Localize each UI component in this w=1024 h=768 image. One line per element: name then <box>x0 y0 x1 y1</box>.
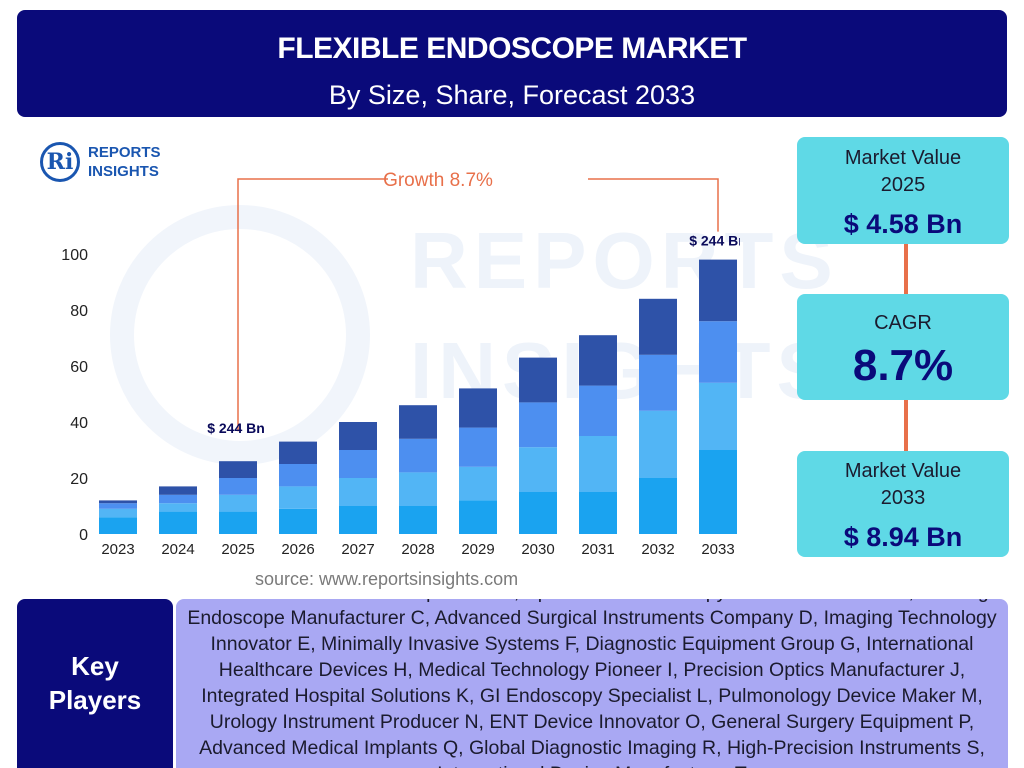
header-banner: FLEXIBLE ENDOSCOPE MARKET By Size, Share… <box>17 10 1007 117</box>
bar-segment <box>459 466 497 501</box>
market-value-2025-label: Market Value 2025 <box>844 147 962 196</box>
bar-segment <box>699 321 737 383</box>
bar-segment <box>699 259 737 322</box>
bar-segment <box>579 492 617 534</box>
bar-segment <box>459 427 497 467</box>
key-players-panel: Global Medical Device Corporation A, Spe… <box>176 599 1008 768</box>
y-tick-label: 20 <box>70 471 88 488</box>
logo-badge: Ri <box>40 142 80 182</box>
end-value-label: $ 244 Bn <box>689 233 740 249</box>
x-tick-label: 2033 <box>701 541 734 558</box>
x-tick-label: 2029 <box>461 541 494 558</box>
bar-segment <box>519 402 557 448</box>
bar-segment <box>579 335 617 386</box>
bar-segment <box>219 494 257 512</box>
logo-text-1: REPORTS <box>88 144 161 161</box>
bar-segment <box>339 450 377 478</box>
key-players-title-line1: Key <box>71 651 119 681</box>
bar-segment <box>159 494 197 504</box>
bar-segment <box>399 506 437 534</box>
bar-segment <box>159 503 197 512</box>
bar-segment <box>639 478 677 534</box>
bar-segment <box>99 517 137 534</box>
bar-segment <box>339 422 377 450</box>
bar-segment <box>339 478 377 506</box>
bar-segment <box>459 388 497 428</box>
bar-segment <box>219 478 257 495</box>
bar-segment <box>519 357 557 403</box>
bar-segment <box>99 503 137 509</box>
bar-segment <box>519 447 557 492</box>
key-players-title-line2: Players <box>48 685 142 715</box>
bar-segment <box>639 410 677 478</box>
bar-segment <box>399 405 437 439</box>
stacked-bar-chart: 0 20 40 60 80 100 2023 2024 2025 2026 2027 2028 2029… <box>61 170 740 558</box>
bar-segment <box>399 438 437 473</box>
bar-segment <box>699 382 737 450</box>
logo: Ri REPORTS INSIGHTS <box>40 140 180 185</box>
bar-segment <box>99 508 137 518</box>
market-value-2025-value: $ 4.58 Bn <box>843 209 963 239</box>
key-players-title: Key Players <box>17 599 173 768</box>
start-value-label: $ 244 Bn <box>207 420 265 436</box>
cagr-label: CAGR <box>874 312 932 334</box>
y-tick-label: 100 <box>61 247 88 264</box>
market-value-2025-box: Market Value 2025 $ 4.58 Bn <box>797 137 1009 244</box>
key-players-list: Global Medical Device Corporation A, Spe… <box>187 599 997 768</box>
source-note: source: www.reportsinsights.com <box>255 569 519 589</box>
bar-segment <box>639 298 677 355</box>
x-tick-label: 2032 <box>641 541 674 558</box>
logo-text-2: INSIGHTS <box>88 163 159 180</box>
x-tick-label: 2028 <box>401 541 434 558</box>
x-tick-label: 2030 <box>521 541 554 558</box>
bar-segment <box>279 464 317 487</box>
bar-segment <box>579 436 617 492</box>
connector-line-1 <box>904 244 908 294</box>
x-tick-label: 2031 <box>581 541 614 558</box>
x-tick-label: 2024 <box>161 541 194 558</box>
y-tick-label: 40 <box>70 415 88 432</box>
bar-segment <box>159 511 197 534</box>
bar-segment <box>519 492 557 534</box>
market-value-2033-label: Market Value 2033 <box>844 460 962 509</box>
market-value-2033-value: $ 8.94 Bn <box>843 522 963 552</box>
bar-segment <box>459 500 497 534</box>
bar-segment <box>339 506 377 534</box>
bar-segment <box>159 486 197 495</box>
market-value-2033-box: Market Value 2033 $ 8.94 Bn <box>797 451 1009 557</box>
growth-label: Growth 8.7% <box>383 170 493 191</box>
bar-segment <box>279 441 317 464</box>
bar-segment <box>279 486 317 509</box>
y-tick-label: 60 <box>70 359 88 376</box>
bar-segment <box>579 385 617 436</box>
y-tick-label: 80 <box>70 303 88 320</box>
bar-segment <box>99 500 137 504</box>
x-tick-label: 2025 <box>221 541 254 558</box>
bar-segment <box>399 472 437 506</box>
page-subtitle: By Size, Share, Forecast 2033 <box>328 80 696 110</box>
bar-segment <box>639 354 677 411</box>
bar-segment <box>699 450 737 534</box>
growth-bracket-left <box>237 178 388 432</box>
cagr-value: 8.7% <box>852 341 954 390</box>
bar-segment <box>219 511 257 534</box>
bar-segment <box>279 508 317 534</box>
x-tick-label: 2026 <box>281 541 314 558</box>
bar-segment <box>219 461 257 478</box>
growth-bracket-right <box>588 178 719 232</box>
connector-line-2 <box>904 400 908 451</box>
x-tick-label: 2023 <box>101 541 134 558</box>
cagr-box: CAGR 8.7% <box>797 294 1009 400</box>
x-tick-label: 2027 <box>341 541 374 558</box>
y-tick-label: 0 <box>79 527 88 544</box>
page-title: FLEXIBLE ENDOSCOPE MARKET <box>277 32 747 65</box>
